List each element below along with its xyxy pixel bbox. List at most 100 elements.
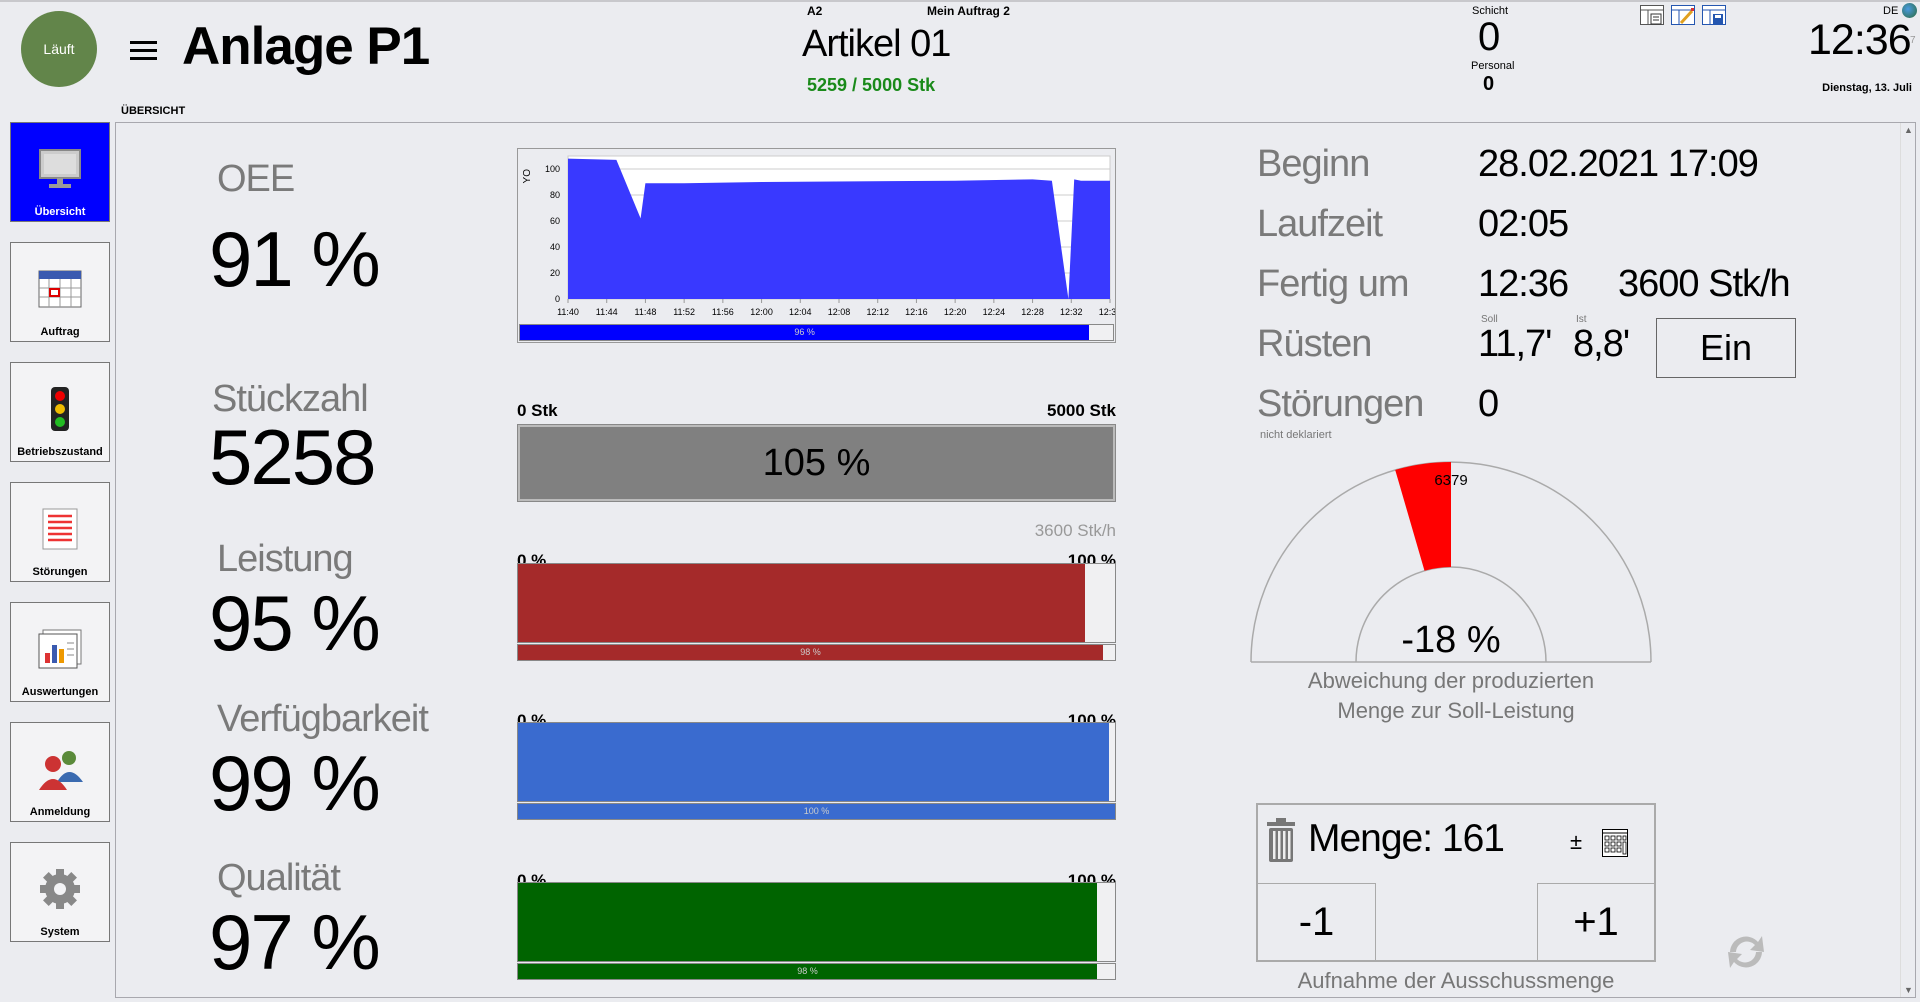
- sidebar-item-label: Betriebszustand: [17, 446, 103, 458]
- sidebar-item-auswertungen[interactable]: Auswertungen: [10, 602, 110, 702]
- setup-label: Rüsten: [1257, 323, 1372, 365]
- sidebar-item-auftrag[interactable]: Auftrag: [10, 242, 110, 342]
- menu-icon[interactable]: [130, 41, 157, 60]
- gauge-deviation-wedge: [1395, 462, 1451, 571]
- sidebar-item-übersicht[interactable]: Übersicht: [10, 122, 110, 222]
- order-code: A2: [807, 4, 823, 18]
- page-title: Anlage P1: [182, 17, 430, 76]
- setup-toggle-label: Ein: [1699, 327, 1753, 368]
- performance-label: Leistung: [217, 538, 354, 580]
- faults-label: Störungen: [1257, 383, 1424, 425]
- x-tick-label: 12:08: [828, 307, 851, 317]
- perf-sub-bar-fill: 98 %: [518, 645, 1104, 660]
- oee-chart: 0 20 40 60 80 100 11:40 11:44 11:48 11:52 11:56 12:…: [522, 155, 1115, 317]
- trash-icon[interactable]: [1265, 818, 1297, 862]
- plus-minus-button[interactable]: ±: [1570, 829, 1583, 854]
- y-tick-label: 20: [550, 268, 560, 278]
- x-tick-label: 11:52: [673, 307, 695, 317]
- gear-icon: [37, 866, 83, 912]
- avail-bar: [517, 722, 1116, 802]
- decrement-label: -1: [1298, 899, 1335, 944]
- article-name: Artikel 01: [802, 23, 951, 65]
- calculator-icon[interactable]: [1602, 829, 1628, 857]
- x-tick-label: 11:40: [557, 307, 579, 317]
- oee-chart-box: 0 20 40 60 80 100 11:40 11:44 11:48 11:52 11:56 12:…: [517, 148, 1116, 343]
- qual-sub-bar: 98 %: [517, 963, 1116, 980]
- perf-sub-bar: 98 %: [517, 644, 1116, 661]
- x-tick-label: 12:20: [944, 307, 967, 317]
- shift-value: 0: [1478, 15, 1501, 59]
- count-value: 5258: [209, 413, 377, 501]
- setup-target-value: 11,7': [1478, 323, 1552, 365]
- setup-actual-value: 8,8': [1573, 323, 1630, 365]
- breadcrumb: ÜBERSICHT: [121, 105, 186, 117]
- report-icon: [37, 626, 83, 672]
- scrollbar[interactable]: ▲ ▼: [1900, 123, 1915, 997]
- order-progress: 5259 / 5000 Stk: [807, 75, 936, 95]
- count-bar: 105 %: [517, 424, 1116, 502]
- qual-sub-label: 98 %: [797, 966, 818, 976]
- personnel-label: Personal: [1471, 60, 1515, 72]
- x-tick-label: 11:44: [596, 307, 618, 317]
- x-tick-label: 11:48: [634, 307, 656, 317]
- layout-list-icon[interactable]: [1640, 5, 1664, 25]
- scrap-caption: Aufnahme der Ausschussmenge: [1297, 968, 1615, 993]
- setup-toggle-button[interactable]: Ein: [1656, 318, 1796, 378]
- deviation-value: -18 %: [1401, 619, 1501, 661]
- faults-note: nicht deklariert: [1260, 429, 1332, 441]
- start-value: 28.02.2021 17:09: [1478, 143, 1759, 185]
- y-axis-label: YO: [522, 169, 533, 184]
- scrap-box: [1256, 803, 1656, 962]
- y-tick-label: 0: [555, 294, 560, 304]
- oee-value: 91 %: [209, 215, 381, 303]
- setup-actual-label: Ist: [1576, 314, 1587, 325]
- sidebar-item-betriebszustand[interactable]: Betriebszustand: [10, 362, 110, 462]
- avail-sub-bar-fill: 100 %: [518, 804, 1115, 819]
- sidebar-item-label: Auftrag: [40, 326, 80, 338]
- gauge-value-label: 6379: [1434, 472, 1468, 489]
- y-tick-label: 40: [550, 242, 560, 252]
- setup-target-label: Soll: [1481, 314, 1498, 325]
- status-indicator[interactable]: Läuft: [21, 11, 97, 87]
- globe-icon[interactable]: [1902, 3, 1917, 18]
- x-tick-label: 12:36: [1099, 307, 1115, 317]
- sidebar-item-störungen[interactable]: Störungen: [10, 482, 110, 582]
- sidebar-item-system[interactable]: System: [10, 842, 110, 942]
- count-label: Stückzahl: [212, 378, 369, 420]
- quality-label: Qualität: [217, 857, 341, 899]
- oee-label: OEE: [217, 158, 295, 200]
- avail-bar-fill: [518, 723, 1110, 801]
- finish-label: Fertig um: [1257, 263, 1409, 305]
- personnel-value: 0: [1483, 73, 1495, 95]
- layout-save-icon[interactable]: [1702, 5, 1726, 25]
- refresh-icon[interactable]: [1724, 930, 1768, 974]
- sidebar-item-anmeldung[interactable]: Anmeldung: [10, 722, 110, 822]
- start-label: Beginn: [1257, 143, 1370, 185]
- sidebar-item-label: System: [40, 926, 80, 938]
- perf-bar: [517, 563, 1116, 643]
- gauge-caption-line1: Abweichung der produzierten: [1307, 668, 1595, 693]
- y-tick-label: 60: [550, 216, 560, 226]
- count-percent: 105 %: [762, 441, 871, 484]
- list-icon: [37, 506, 83, 552]
- oee-progress-bar: 96 %: [520, 325, 1090, 340]
- gauge-caption-line2: Menge zur Soll-Leistung: [1337, 698, 1575, 723]
- availability-value: 99 %: [209, 739, 381, 827]
- order-name: Mein Auftrag 2: [927, 4, 1010, 18]
- avail-sub-bar: 100 %: [517, 803, 1116, 820]
- deviation-gauge: [1250, 461, 1652, 663]
- count-max-label: 5000 Stk: [1047, 401, 1116, 420]
- traffic-light-icon: [37, 386, 83, 432]
- sidebar-item-label: Anmeldung: [29, 806, 91, 818]
- y-tick-label: 80: [550, 190, 560, 200]
- oee-progress-label: 96 %: [794, 327, 815, 337]
- increment-button[interactable]: +1: [1537, 883, 1655, 961]
- x-tick-label: 12:12: [866, 307, 889, 317]
- qual-sub-bar-fill: 98 %: [518, 964, 1098, 979]
- decrement-button[interactable]: -1: [1257, 883, 1376, 961]
- runtime-value: 02:05: [1478, 203, 1569, 245]
- language-label[interactable]: DE: [1883, 5, 1899, 17]
- layout-edit-icon[interactable]: [1671, 5, 1695, 25]
- calendar-icon: [37, 266, 83, 312]
- performance-value: 95 %: [209, 579, 381, 667]
